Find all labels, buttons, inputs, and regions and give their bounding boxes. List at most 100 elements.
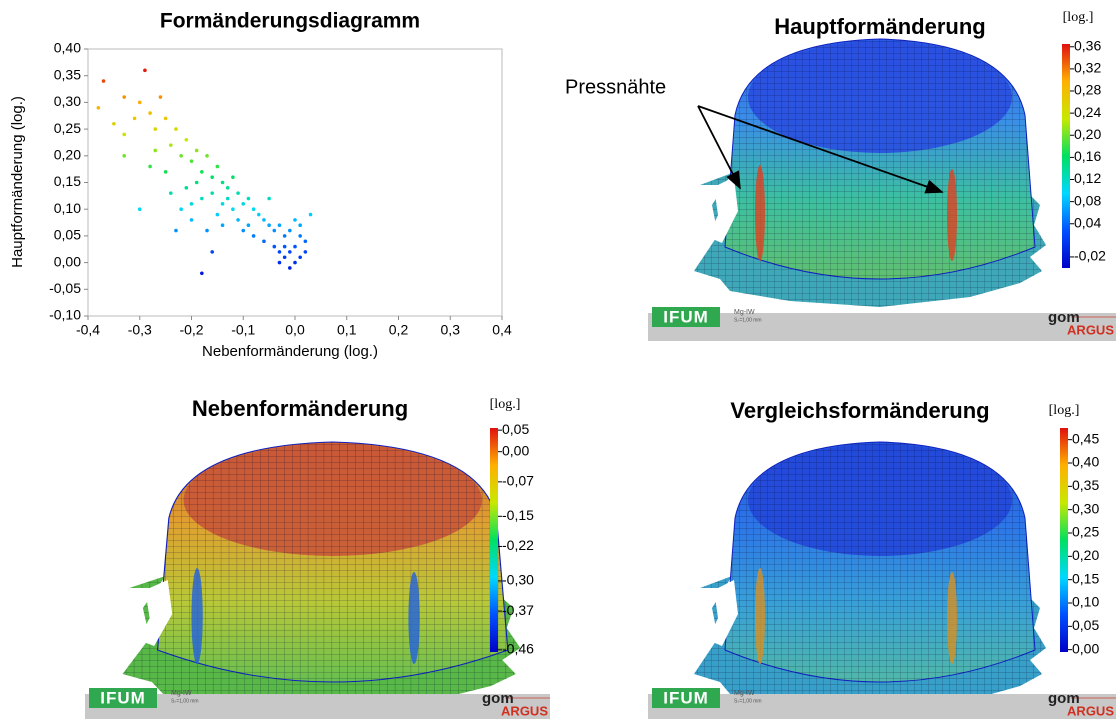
scatter-point: [138, 101, 142, 105]
scatter-point: [205, 154, 209, 158]
scatter-point: [133, 117, 137, 121]
scatter-point: [283, 234, 287, 238]
footer-material: Mg-IW: [734, 309, 755, 316]
unit-label: [log.]: [490, 397, 521, 412]
dome-image: [694, 442, 1046, 710]
footer-spacing: Sₛ=1,00 mm: [734, 698, 762, 704]
scatter-point: [236, 218, 240, 222]
figure: IFUMMg-IWSₛ=1,00 mmgomARGUSIFUMMg-IWSₛ=1…: [0, 0, 1116, 719]
colorbar-tick-label: 0,45: [1072, 430, 1099, 446]
scatter-point: [195, 149, 199, 153]
x-axis-label: Nebenformänderung (log.): [202, 343, 378, 360]
colorbar-tick-label: 0,32: [1074, 60, 1101, 76]
dome-image: [123, 442, 521, 710]
colorbar-tick-label: 0,15: [1072, 570, 1099, 586]
footer-product: ARGUS: [1067, 703, 1114, 718]
scatter-point: [174, 229, 178, 233]
scatter-point: [267, 197, 271, 201]
scatter-point: [231, 207, 235, 211]
footer-spacing: Sₛ=1,00 mm: [171, 698, 199, 704]
scatter-point: [278, 250, 282, 254]
y-tick-label: 0,10: [54, 200, 81, 216]
scatter-point: [231, 175, 235, 179]
scatter-point: [179, 207, 183, 211]
scatter-point: [169, 143, 173, 147]
colorbar-tick-label: 0,20: [1072, 547, 1099, 563]
y-axis-label: Hauptformänderung (log.): [9, 96, 26, 268]
scatter-point: [226, 197, 230, 201]
scatter-point: [97, 106, 101, 110]
plot-frame: [88, 49, 502, 316]
scatter-point: [102, 79, 106, 83]
colorbar-tick-label: 0,16: [1074, 148, 1101, 164]
colorbar-tick-label: -0,07: [502, 473, 534, 489]
seam: [755, 568, 765, 664]
scatter-point: [247, 197, 251, 201]
scatter-point: [112, 122, 116, 126]
y-tick-label: -0,10: [49, 307, 81, 323]
scatter-point: [283, 245, 287, 249]
scatter-point: [304, 239, 308, 243]
scatter-point: [278, 223, 282, 227]
y-tick-label: 0,05: [54, 227, 81, 243]
scatter-point: [283, 255, 287, 259]
scatter-point: [288, 250, 292, 254]
scatter-point: [288, 229, 292, 233]
colorbar-tick-label: -0,15: [502, 507, 534, 523]
y-tick-label: 0,25: [54, 120, 81, 136]
scatter-point: [298, 234, 302, 238]
scatter-point: [148, 111, 152, 115]
unit-label: [log.]: [1049, 403, 1080, 418]
chart-title: Formänderungsdiagramm: [160, 10, 420, 33]
footer-logo: IFUM: [100, 688, 146, 707]
scatter-point: [200, 271, 204, 275]
colorbar-tick-label: -0,22: [502, 537, 534, 553]
scatter-point: [210, 250, 214, 254]
scatter-point: [148, 165, 152, 169]
colorbar-tick-label: 0,05: [1072, 617, 1099, 633]
y-tick-label: -0,05: [49, 280, 81, 296]
panel-title: Vergleichsformänderung: [730, 398, 989, 423]
scatter-point: [138, 207, 142, 211]
y-tick-label: 0,35: [54, 66, 81, 82]
colorbar: [1060, 428, 1068, 652]
scatter-point: [190, 218, 194, 222]
colorbar-tick-label: 0,28: [1074, 82, 1101, 98]
scatter-point: [216, 165, 220, 169]
footer-product: ARGUS: [1067, 322, 1114, 337]
x-tick-label: 0,1: [337, 322, 357, 338]
y-tick-label: 0,30: [54, 93, 81, 109]
scatter-point: [298, 255, 302, 259]
colorbar-tick-label: 0,12: [1074, 170, 1101, 186]
colorbar-tick-label: -0,02: [1074, 248, 1106, 264]
scatter-point: [293, 245, 297, 249]
scatter-point: [226, 186, 230, 190]
colorbar-tick-label: -0,37: [502, 602, 534, 618]
scatter-point: [185, 186, 189, 190]
scatter-point: [288, 266, 292, 270]
scatter-point: [293, 218, 297, 222]
scatter-point: [174, 127, 178, 131]
scatter-point: [153, 127, 157, 131]
scatter-point: [153, 149, 157, 153]
scatter-point: [143, 69, 147, 73]
scatter-point: [304, 250, 308, 254]
footer-product: ARGUS: [501, 703, 548, 718]
colorbar-tick-label: 0,35: [1072, 477, 1099, 493]
colorbar-tick-label: 0,04: [1074, 214, 1101, 230]
scatter-point: [190, 159, 194, 163]
y-tick-label: 0,00: [54, 253, 81, 269]
colorbar-tick-label: 0,20: [1074, 126, 1101, 142]
colorbar-tick-label: 0,10: [1072, 594, 1099, 610]
colorbar-tick-label: 0,24: [1074, 104, 1101, 120]
unit-label: [log.]: [1063, 10, 1094, 25]
scatter-point: [252, 234, 256, 238]
scatter-point: [169, 191, 173, 195]
x-tick-label: -0,4: [76, 322, 100, 338]
scatter-point: [159, 95, 163, 99]
y-tick-label: 0,15: [54, 173, 81, 189]
footer-logo: IFUM: [663, 307, 709, 326]
x-tick-label: 0,0: [285, 322, 305, 338]
scatter-point: [164, 117, 168, 121]
seam: [191, 568, 202, 664]
